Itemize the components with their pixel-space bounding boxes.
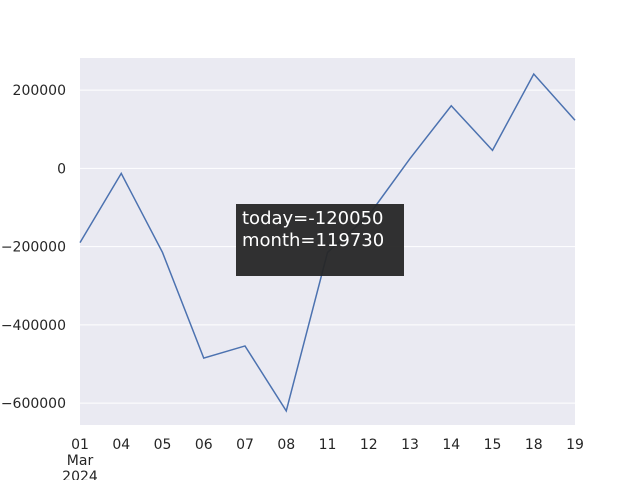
- x-tick-label: 18: [525, 437, 543, 453]
- x-tick-label: 15: [484, 437, 502, 453]
- x-tick-label: 12: [360, 437, 378, 453]
- x-tick-label: 05: [154, 437, 172, 453]
- tooltip-box: [236, 204, 404, 276]
- y-tick-label: −600000: [1, 396, 66, 412]
- x-tick-label: 06: [195, 437, 213, 453]
- y-tick-label: 0: [57, 161, 66, 177]
- x-tick-label: 07: [236, 437, 254, 453]
- x-tick-label: 04: [112, 437, 130, 453]
- x-tick-label: 13: [401, 437, 419, 453]
- y-tick-label: −400000: [1, 318, 66, 334]
- tooltip-line: month=119730: [242, 230, 384, 251]
- x-tick-label: 19: [566, 437, 584, 453]
- y-tick-label: −200000: [1, 240, 66, 256]
- tooltip: today=-120050 month=119730: [236, 204, 404, 276]
- y-tick-label: 200000: [13, 83, 66, 99]
- x-tick-label: 08: [277, 437, 295, 453]
- x-tick-label: 11: [319, 437, 337, 453]
- x-tick-label: 14: [442, 437, 460, 453]
- tooltip-line: today=-120050: [242, 208, 383, 229]
- x-tick-label: 01 Mar 2024: [62, 437, 98, 480]
